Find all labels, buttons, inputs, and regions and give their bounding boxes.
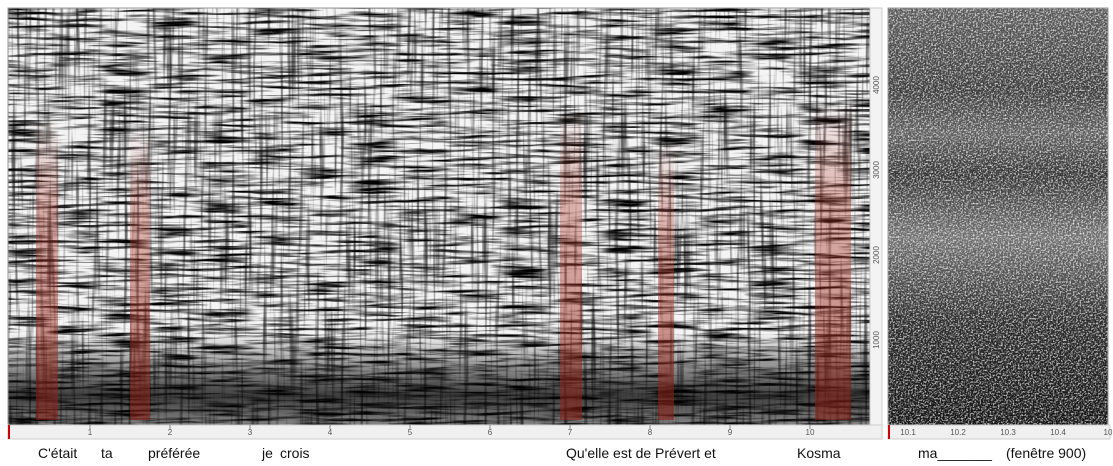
- lyric: crois: [280, 445, 310, 461]
- lyric: préférée: [148, 445, 200, 461]
- ticks: 1 2 3 4 5 6 7 8 9 10 1000 2000 3000 4000 10.1 10.2 10.3 1…: [88, 76, 1113, 437]
- lyric: (fenêtre 900): [1006, 445, 1086, 461]
- time-tick-label: 10.2: [950, 428, 966, 437]
- lyric: je: [261, 445, 273, 461]
- time-tick-label: 9: [728, 428, 733, 437]
- time-tick-label: 2: [168, 428, 173, 437]
- time-tick-label: 10.3: [1000, 428, 1016, 437]
- freq-axis: [869, 7, 883, 426]
- time-tick-label: 4: [328, 428, 333, 437]
- freq-tick-label: 2000: [872, 246, 881, 264]
- lyrics: C'était ta préférée je crois Qu'elle est…: [38, 445, 1086, 461]
- time-tick-label: 10: [806, 428, 815, 437]
- lyric: C'était: [38, 445, 77, 461]
- cursor: [8, 425, 10, 439]
- time-tick-label: 10.1: [900, 428, 916, 437]
- lyric: ta: [101, 445, 113, 461]
- time-tick-label: 5: [408, 428, 413, 437]
- time-tick-label: 8: [648, 428, 653, 437]
- time-axis: [887, 424, 1111, 440]
- time-axis: [7, 424, 883, 440]
- time-tick-label: 10.4: [1050, 428, 1066, 437]
- time-tick-label: 3: [248, 428, 253, 437]
- time-tick-label: 6: [488, 428, 493, 437]
- lyric: Kosma: [797, 445, 841, 461]
- time-tick-label: 7: [568, 428, 573, 437]
- cursor: [888, 425, 890, 439]
- right-spectrogram: [887, 7, 1109, 426]
- time-tick-label: 10: [1104, 428, 1113, 437]
- lyric: Qu'elle est de Prévert et: [566, 445, 716, 461]
- lyric: ma_______: [918, 445, 992, 461]
- time-tick-label: 1: [88, 428, 93, 437]
- freq-tick-label: 1000: [872, 331, 881, 349]
- left-spectrogram: [7, 7, 871, 426]
- freq-tick-label: 3000: [872, 161, 881, 179]
- freq-tick-label: 4000: [872, 76, 881, 94]
